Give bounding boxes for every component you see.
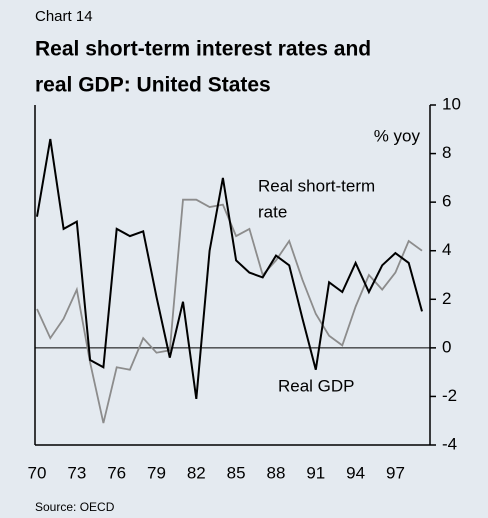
series-label: rate <box>258 202 287 221</box>
source: Source: OECD <box>35 500 115 514</box>
series-label: Real short-term <box>258 176 375 195</box>
x-tick-label: 94 <box>346 463 365 482</box>
y-tick-label: -4 <box>442 434 457 453</box>
series-line <box>36 198 423 424</box>
y-tick-label: -2 <box>442 386 457 405</box>
y-tick-label: 10 <box>442 94 461 113</box>
x-tick-label: 73 <box>67 463 86 482</box>
y-tick-label: 0 <box>442 337 451 356</box>
unit-label: % yoy <box>374 126 421 145</box>
x-tick-label: 82 <box>187 463 206 482</box>
x-tick-label: 91 <box>306 463 325 482</box>
chart-title: Real short-term interest rates and <box>35 38 371 61</box>
x-tick-label: 76 <box>107 463 126 482</box>
x-tick-label: 70 <box>28 463 47 482</box>
y-tick-label: 2 <box>442 289 451 308</box>
y-tick-label: 4 <box>442 240 451 259</box>
kicker: Chart 14 <box>35 8 93 25</box>
series-line <box>36 138 423 400</box>
chart-title: real GDP: United States <box>35 74 271 97</box>
y-tick-label: 8 <box>442 143 451 162</box>
x-tick-label: 97 <box>386 463 405 482</box>
y-tick-label: 6 <box>442 192 451 211</box>
x-tick-label: 79 <box>147 463 166 482</box>
series-label: Real GDP <box>278 376 355 395</box>
x-tick-label: 85 <box>227 463 246 482</box>
x-tick-label: 88 <box>267 463 286 482</box>
